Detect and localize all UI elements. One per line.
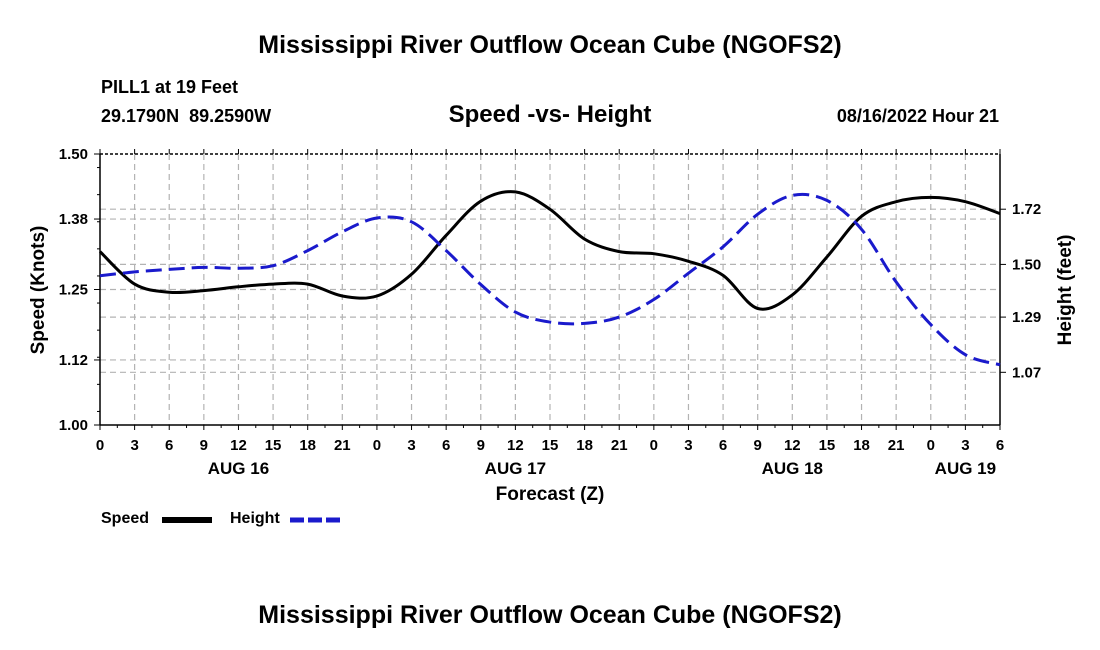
y-tick-label: 1.50 [59, 146, 88, 163]
legend-height-swatch [290, 517, 344, 523]
x-tick-label: 9 [477, 437, 485, 454]
y-tick-label: 1.00 [59, 417, 88, 434]
x-tick-label: 3 [961, 437, 969, 454]
x-axis-title: Forecast (Z) [496, 484, 605, 505]
speed-height-chart: 0 3 6 9 12 15 18 21 0 3 6 9 12 15 18 21 0 3 6 9 12 15 18 21 0 3 6 1… [28, 146, 1076, 505]
station-coordinates: 29.1790N 89.2590W [101, 106, 272, 126]
legend-speed-label: Speed [101, 510, 150, 527]
x-tick-label: 12 [784, 437, 801, 454]
x-tick-label: 3 [130, 437, 138, 454]
x-tick-label: 0 [650, 437, 658, 454]
x-tick-label: 6 [442, 437, 450, 454]
x-tick-label: 21 [334, 437, 351, 454]
station-label: PILL1 at 19 Feet [101, 77, 239, 97]
x-tick-label: 6 [165, 437, 173, 454]
y2-tick-label: 1.72 [1012, 201, 1041, 218]
x-tick-label: 15 [542, 437, 559, 454]
x-tick-label: 9 [754, 437, 762, 454]
x-tick-label: 18 [576, 437, 593, 454]
y-axis-title: Speed (Knots) [28, 226, 49, 355]
x-tick-label: 0 [96, 437, 104, 454]
chart-subtitle: Speed -vs- Height [448, 101, 652, 128]
y2-axis-title: Height (feet) [1055, 235, 1076, 346]
x-tick-label: 0 [927, 437, 935, 454]
x-tick-label: 3 [684, 437, 692, 454]
x-tick-label: 15 [819, 437, 836, 454]
footer-title: Mississippi River Outflow Ocean Cube (NG… [258, 601, 842, 629]
legend-speed-swatch [162, 517, 212, 523]
y-tick-label: 1.38 [59, 211, 88, 228]
x-tick-label: 0 [373, 437, 381, 454]
x-tick-label: 12 [230, 437, 247, 454]
x-tick-label: 18 [299, 437, 316, 454]
chart-main-title: Mississippi River Outflow Ocean Cube (NG… [258, 31, 842, 59]
x-tick-label: 3 [407, 437, 415, 454]
x-tick-label: 12 [507, 437, 524, 454]
y-tick-label: 1.25 [59, 282, 88, 299]
x-day-label: AUG 16 [208, 459, 269, 478]
x-day-label: AUG 18 [762, 459, 823, 478]
x-tick-label: 21 [611, 437, 628, 454]
forecast-datetime: 08/16/2022 Hour 21 [836, 106, 999, 126]
y2-tick-label: 1.29 [1012, 309, 1041, 326]
x-tick-label: 9 [200, 437, 208, 454]
x-tick-label: 21 [888, 437, 905, 454]
x-tick-label: 6 [719, 437, 727, 454]
x-day-label: AUG 19 [935, 459, 996, 478]
x-day-label: AUG 17 [485, 459, 546, 478]
height-series-line [99, 192, 1001, 367]
legend-height-label: Height [230, 510, 280, 527]
y2-tick-label: 1.07 [1012, 364, 1041, 381]
speed-series-line [98, 190, 1001, 311]
y-tick-label: 1.12 [59, 352, 88, 369]
x-tick-label: 15 [265, 437, 282, 454]
y2-tick-label: 1.50 [1012, 256, 1041, 273]
x-tick-label: 6 [996, 437, 1004, 454]
x-tick-label: 18 [853, 437, 870, 454]
